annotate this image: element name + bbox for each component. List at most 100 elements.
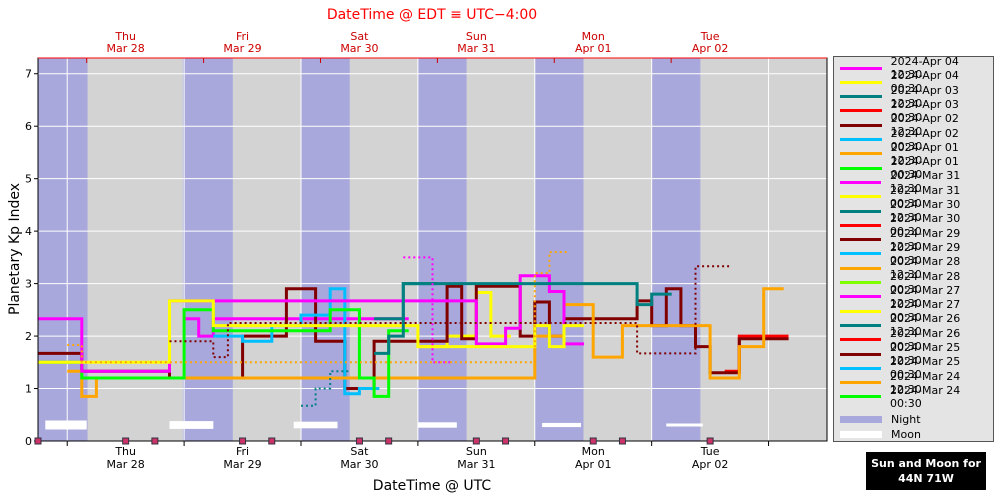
y-tick-label-2: 2	[25, 330, 32, 343]
legend-swatch	[840, 238, 882, 242]
time-marker-6	[385, 437, 393, 445]
legend-swatch	[840, 338, 882, 342]
legend-item: 2024-Mar 27 12:30	[840, 284, 993, 310]
legend-swatch	[840, 252, 882, 256]
moon-bar-5	[666, 423, 703, 427]
legend-moon-swatch	[840, 430, 882, 438]
legend-item: 2024-Mar 26 12:30	[840, 312, 993, 338]
top-tick-day-4: Mon	[582, 30, 605, 43]
legend-night-item: Night	[840, 412, 921, 426]
series-line-12	[403, 256, 453, 364]
x-axis-label: DateTime @ UTC	[373, 478, 492, 494]
legend-label: 2024-Apr 01 00:30	[890, 155, 959, 182]
y-tick-label-6: 6	[25, 120, 32, 133]
moon-bar-1	[169, 421, 214, 429]
legend-label: 2024-Mar 30 12:30	[890, 198, 961, 224]
time-marker-9	[589, 437, 597, 445]
time-marker-2	[151, 437, 159, 445]
time-marker-0	[34, 437, 42, 445]
top-tick-date-4: Apr 01	[575, 42, 612, 55]
legend-swatch	[840, 80, 882, 84]
legend-swatch	[840, 323, 882, 327]
top-tick-date-0: Mar 28	[107, 42, 145, 55]
moon-bar-3	[417, 422, 457, 428]
top-tick-date-1: Mar 29	[223, 42, 261, 55]
legend-item: 2024-Apr 04 00:30	[840, 69, 993, 95]
moon-bar-4	[542, 422, 582, 428]
legend-moon-label: Moon	[891, 427, 921, 441]
y-tick-label-3: 3	[25, 278, 32, 291]
legend-label: 2024-Apr 04 00:30	[890, 69, 959, 96]
legend-item: 2024-Mar 27 00:30	[840, 298, 993, 324]
legend-label: 2024-Mar 31 00:30	[890, 183, 961, 210]
legend-item: 2024-Apr 03 12:30	[840, 84, 993, 110]
badge-line-1: Sun and Moon for	[871, 457, 981, 470]
time-marker-8	[502, 437, 510, 445]
x-tick-day-2: Sat	[350, 445, 369, 458]
top-tick-day-5: Tue	[700, 30, 720, 43]
series-line-6	[67, 287, 784, 398]
legend-label: 2024-Apr 03 12:30	[890, 83, 959, 110]
legend-swatch	[840, 395, 882, 399]
legend-label: 2024-Mar 26 00:30	[890, 326, 961, 353]
top-tick-day-0: Thu	[114, 30, 136, 43]
x-tick-day-5: Tue	[700, 445, 720, 458]
x-tick-day-1: Fri	[236, 445, 249, 458]
legend-label: 2024-Mar 25 00:30	[890, 355, 961, 382]
legend-item: 2024-Mar 30 12:30	[840, 198, 993, 224]
top-tick-date-3: Mar 31	[457, 42, 495, 55]
legend-swatch	[840, 195, 882, 199]
legend-item: 2024-Mar 25 00:30	[840, 355, 993, 381]
legend-label: 2024-Apr 02 00:30	[890, 126, 959, 153]
series-line-5	[213, 287, 380, 396]
legend-night-label: Night	[891, 412, 921, 426]
legend-label: 2024-Mar 29 00:30	[890, 240, 961, 267]
legend-swatch	[840, 295, 882, 299]
top-tick-date-5: Apr 02	[692, 42, 729, 55]
legend-swatch	[840, 138, 882, 141]
series-line-10	[374, 282, 672, 355]
legend-item: 2024-Mar 25 12:30	[840, 341, 993, 367]
night-band-5	[651, 58, 701, 441]
legend-swatch	[840, 381, 882, 385]
legend-swatch	[840, 66, 882, 70]
top-tick-day-2: Sat	[350, 30, 369, 43]
legend-swatch	[840, 166, 882, 170]
legend-item: 2024-Mar 29 00:30	[840, 241, 993, 267]
x-tick-date-1: Mar 29	[223, 458, 261, 471]
legend-night-swatch	[840, 415, 882, 423]
y-tick-label-5: 5	[25, 173, 32, 186]
y-axis-label: Planetary Kp Index	[7, 183, 23, 315]
time-marker-7	[472, 437, 480, 445]
legend-item: 2024-Mar 28 12:30	[840, 255, 993, 281]
series-line-7	[38, 308, 409, 398]
legend-item: 2024-Mar 31 12:30	[840, 169, 993, 195]
legend-label: 2024-Mar 31 12:30	[890, 169, 961, 196]
legend-label: 2024-Apr 01 12:30	[890, 140, 959, 167]
legend-item: 2024-Mar 29 12:30	[840, 227, 993, 253]
x-tick-day-3: Sun	[466, 445, 487, 458]
x-tick-date-5: Apr 02	[692, 458, 729, 471]
series-line-3	[724, 334, 789, 373]
legend-item: 2024-Mar 30 00:30	[840, 212, 993, 238]
y-tick-label-1: 1	[25, 383, 32, 396]
legend-label: 2024-Mar 27 00:30	[890, 298, 961, 325]
legend-swatch	[840, 266, 882, 270]
legend-label: 2024-Mar 25 12:30	[890, 341, 961, 367]
legend-swatch	[840, 281, 882, 284]
x-tick-day-4: Mon	[582, 445, 605, 458]
legend-label: 2024-Apr 04 12:30	[890, 55, 959, 81]
legend-label: 2024-Mar 24 12:30	[890, 369, 961, 396]
legend-item: 2024-Apr 01 00:30	[840, 155, 993, 181]
legend-moon-item: Moon	[840, 427, 921, 441]
y-tick-label-4: 4	[25, 225, 32, 238]
night-band-1	[182, 58, 233, 441]
legend-item: 2024-Apr 02 12:30	[840, 112, 993, 138]
legend-swatch	[840, 223, 882, 227]
legend-item: 2024-Mar 26 00:30	[840, 327, 993, 353]
legend-label: 2024-Mar 29 12:30	[890, 226, 961, 253]
legend-item: 2024-Apr 03 00:30	[840, 98, 993, 124]
legend-swatch	[840, 180, 882, 184]
legend-label: 2024-Mar 26 12:30	[890, 312, 961, 339]
badge-line-2: 44N 71W	[898, 472, 954, 485]
